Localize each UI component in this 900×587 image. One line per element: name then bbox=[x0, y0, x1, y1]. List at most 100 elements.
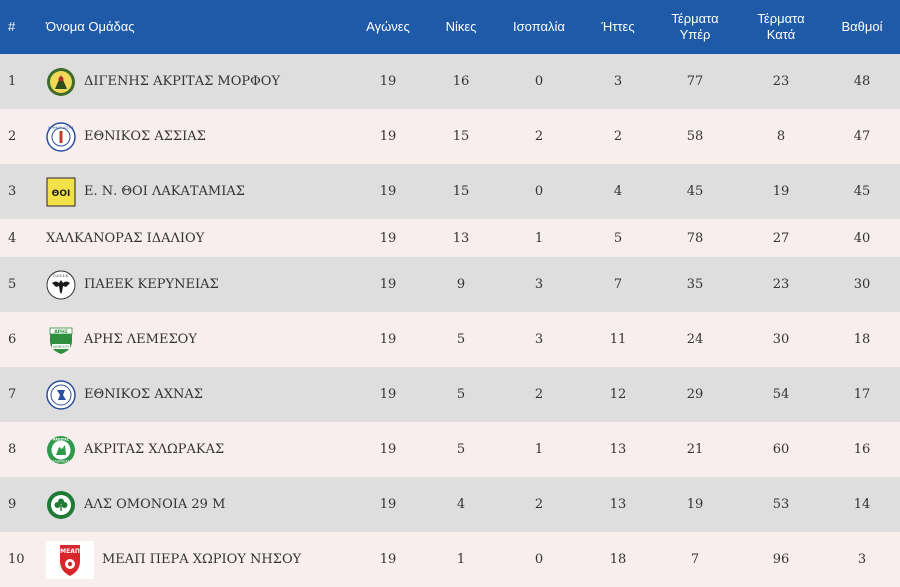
svg-text:ΜΕΑΠ: ΜΕΑΠ bbox=[60, 548, 80, 555]
table-row: 2 ΕΘΝΙΚΟΣ ΑΣΣΙΑΣ ΕΘΝΙΚΟΣ ΑΣΣΙΑΣ 19 15 2 … bbox=[0, 109, 900, 164]
wins-cell: 1 bbox=[456, 552, 466, 567]
table-row: 10 ΜΕΑΠ ΜΕΑΠ ΠΕΡΑ ΧΩΡΙΟΥ ΝΗΣΟΥ 19 1 0 18… bbox=[0, 532, 900, 587]
draws-cell: 2 bbox=[534, 129, 544, 144]
goals-for-cell: 78 bbox=[686, 230, 704, 246]
points-cell: 45 bbox=[853, 184, 871, 199]
points-cell: 48 bbox=[853, 74, 871, 89]
wins-cell: 15 bbox=[452, 129, 470, 144]
omonoia-clover-crest-icon bbox=[46, 490, 76, 520]
goals-for-cell: 35 bbox=[686, 277, 704, 292]
paeek-eagle-crest-icon: Π.Α.Ε.Ε.Κ. bbox=[46, 270, 76, 300]
position-cell: 10 bbox=[8, 552, 25, 567]
team-name[interactable]: ΔΙΓΕΝΗΣ ΑΚΡΙΤΑΣ ΜΟΡΦΟΥ bbox=[84, 74, 281, 89]
svg-text:Π.Α.Ε.Ε.Κ.: Π.Α.Ε.Ε.Κ. bbox=[53, 274, 69, 278]
header-goals-for: Τέρματα Υπέρ bbox=[671, 11, 719, 42]
goals-against-cell: 23 bbox=[772, 277, 790, 292]
table-row: 7 ΕΘΝΙΚΟΣ ΑΧΝΑΣ 19 5 2 12 29 54 17 bbox=[0, 367, 900, 422]
draws-cell: 1 bbox=[534, 230, 544, 246]
wins-cell: 4 bbox=[456, 497, 466, 512]
meap-crest-icon: ΜΕΑΠ bbox=[46, 540, 94, 579]
played-cell: 19 bbox=[379, 230, 397, 246]
losses-cell: 13 bbox=[609, 497, 627, 512]
wins-cell: 9 bbox=[456, 277, 466, 292]
team-cell: ΑΛΣ ΟΜΟΝΟΙΑ 29 Μ bbox=[46, 477, 348, 532]
header-played: Αγώνες bbox=[366, 19, 410, 34]
goals-against-cell: 27 bbox=[772, 230, 790, 246]
position-cell: 8 bbox=[8, 442, 17, 457]
ethnikos-achnas-crest-icon bbox=[46, 379, 76, 410]
wins-cell: 15 bbox=[452, 184, 470, 199]
table-row: 9 ΑΛΣ ΟΜΟΝΟΙΑ 29 Μ 19 4 2 13 19 53 14 bbox=[0, 477, 900, 532]
digenis-crest-icon bbox=[46, 67, 76, 97]
header-position: # bbox=[8, 19, 16, 34]
points-cell: 47 bbox=[853, 129, 871, 144]
team-name[interactable]: Ε. Ν. ΘΟΙ ΛΑΚΑΤΑΜΙΑΣ bbox=[84, 184, 245, 199]
table-row: 3 ΘΟΙ Ε. Ν. ΘΟΙ ΛΑΚΑΤΑΜΙΑΣ 19 15 0 4 45 … bbox=[0, 164, 900, 219]
thoi-crest-icon: ΘΟΙ bbox=[46, 177, 76, 207]
team-cell: Π.Α.Ε.Ε.Κ. ΠΑΕΕΚ ΚΕΡΥΝΕΙΑΣ bbox=[46, 257, 348, 312]
team-name[interactable]: ΑΛΣ ΟΜΟΝΟΙΑ 29 Μ bbox=[84, 497, 226, 512]
goals-against-cell: 60 bbox=[772, 442, 790, 457]
draws-cell: 3 bbox=[534, 277, 544, 292]
position-cell: 9 bbox=[8, 497, 17, 512]
team-name[interactable]: ΠΑΕΕΚ ΚΕΡΥΝΕΙΑΣ bbox=[84, 277, 219, 292]
team-name[interactable]: ΕΘΝΙΚΟΣ ΑΧΝΑΣ bbox=[84, 387, 203, 402]
points-cell: 16 bbox=[853, 442, 871, 457]
position-cell: 5 bbox=[8, 277, 17, 292]
header-points: Βαθμοί bbox=[841, 19, 883, 34]
table-row: 6 ΑΡΗΣ ΛΕΜΕΣΟΥ ΑΡΗΣ ΛΕΜΕΣΟΥ 19 5 3 11 24 … bbox=[0, 312, 900, 367]
team-name[interactable]: ΑΡΗΣ ΛΕΜΕΣΟΥ bbox=[84, 332, 197, 347]
ethnikos-assias-crest-icon: ΕΘΝΙΚΟΣ ΑΣΣΙΑΣ bbox=[46, 121, 76, 152]
losses-cell: 5 bbox=[613, 230, 623, 246]
header-draws: Ισοπαλία bbox=[513, 19, 565, 34]
table-row: 8 ΑΚΡΙΤΑΣ ΧΛΩΡΑΚΑΣ ΑΚΡΙΤΑΣ ΧΛΩΡΑΚΑΣ 19 5 … bbox=[0, 422, 900, 477]
goals-against-cell: 23 bbox=[772, 74, 790, 89]
goals-for-cell: 58 bbox=[686, 129, 704, 144]
draws-cell: 0 bbox=[534, 74, 544, 89]
position-cell: 7 bbox=[8, 387, 17, 402]
team-name[interactable]: ΧΑΛΚΑΝΟΡΑΣ ΙΔΑΛΙΟΥ bbox=[46, 230, 205, 246]
aris-shield-crest-icon: ΑΡΗΣ ΛΕΜΕΣΟΥ bbox=[46, 325, 76, 355]
goals-for-cell: 7 bbox=[690, 552, 700, 567]
wins-cell: 13 bbox=[452, 230, 470, 246]
losses-cell: 13 bbox=[609, 442, 627, 457]
team-name[interactable]: ΕΘΝΙΚΟΣ ΑΣΣΙΑΣ bbox=[84, 129, 206, 144]
goals-against-cell: 30 bbox=[772, 332, 790, 347]
losses-cell: 7 bbox=[613, 277, 623, 292]
draws-cell: 2 bbox=[534, 387, 544, 402]
position-cell: 1 bbox=[8, 74, 17, 89]
played-cell: 19 bbox=[379, 497, 397, 512]
losses-cell: 4 bbox=[613, 184, 623, 199]
points-cell: 40 bbox=[853, 230, 871, 246]
position-cell: 6 bbox=[8, 332, 17, 347]
played-cell: 19 bbox=[379, 74, 397, 89]
svg-text:ΛΕΜΕΣΟΥ: ΛΕΜΕΣΟΥ bbox=[53, 345, 70, 349]
played-cell: 19 bbox=[379, 277, 397, 292]
played-cell: 19 bbox=[379, 129, 397, 144]
goals-against-cell: 96 bbox=[772, 552, 790, 567]
team-cell: ΕΘΝΙΚΟΣ ΑΧΝΑΣ bbox=[46, 367, 348, 422]
svg-text:ΑΡΗΣ: ΑΡΗΣ bbox=[54, 329, 68, 335]
losses-cell: 3 bbox=[613, 74, 623, 89]
akritas-crest-icon: ΑΚΡΙΤΑΣ ΧΛΩΡΑΚΑΣ bbox=[46, 435, 76, 465]
played-cell: 19 bbox=[379, 332, 397, 347]
draws-cell: 2 bbox=[534, 497, 544, 512]
points-cell: 14 bbox=[853, 497, 871, 512]
svg-text:ΕΘΝΙΚΟΣ ΑΣΣΙΑΣ: ΕΘΝΙΚΟΣ ΑΣΣΙΑΣ bbox=[48, 125, 73, 129]
team-name[interactable]: ΜΕΑΠ ΠΕΡΑ ΧΩΡΙΟΥ ΝΗΣΟΥ bbox=[102, 552, 302, 567]
played-cell: 19 bbox=[379, 184, 397, 199]
svg-text:ΑΚΡΙΤΑΣ: ΑΚΡΙΤΑΣ bbox=[53, 437, 70, 441]
points-cell: 17 bbox=[853, 387, 871, 402]
wins-cell: 5 bbox=[456, 387, 466, 402]
header-losses: Ήττες bbox=[601, 19, 635, 34]
header-team-name: Όνομα Ομάδας bbox=[46, 19, 135, 34]
team-cell: ΕΘΝΙΚΟΣ ΑΣΣΙΑΣ ΕΘΝΙΚΟΣ ΑΣΣΙΑΣ bbox=[46, 109, 348, 164]
table-row: 4 ΧΑΛΚΑΝΟΡΑΣ ΙΔΑΛΙΟΥ 19 13 1 5 78 27 40 bbox=[0, 219, 900, 257]
team-cell: ΜΕΑΠ ΜΕΑΠ ΠΕΡΑ ΧΩΡΙΟΥ ΝΗΣΟΥ bbox=[46, 532, 348, 587]
goals-for-cell: 21 bbox=[686, 442, 704, 457]
team-name[interactable]: ΑΚΡΙΤΑΣ ΧΛΩΡΑΚΑΣ bbox=[84, 442, 225, 457]
table-row: 5 Π.Α.Ε.Ε.Κ. ΠΑΕΕΚ ΚΕΡΥΝΕΙΑΣ 19 9 3 7 35… bbox=[0, 257, 900, 312]
draws-cell: 0 bbox=[534, 184, 544, 199]
position-cell: 2 bbox=[8, 129, 17, 144]
